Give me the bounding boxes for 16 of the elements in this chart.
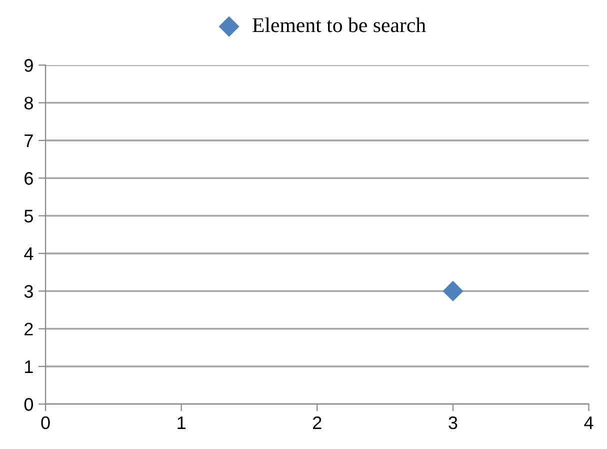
y-tick-label: 3 bbox=[24, 285, 33, 298]
x-tick-label: 2 bbox=[313, 416, 322, 429]
y-tick-label: 9 bbox=[24, 59, 33, 72]
y-tick-label: 7 bbox=[24, 134, 33, 147]
y-tick-label: 4 bbox=[24, 248, 34, 260]
x-tick-label: 0 bbox=[41, 416, 50, 430]
legend-label: Element to be search bbox=[252, 18, 426, 32]
y-tick-label: 8 bbox=[24, 96, 33, 110]
x-tick-label: 3 bbox=[448, 416, 458, 430]
y-tick-label: 0 bbox=[24, 398, 34, 411]
x-tick-label: 4 bbox=[584, 416, 594, 429]
y-tick-label: 2 bbox=[24, 322, 33, 336]
y-tick-label: 1 bbox=[25, 360, 33, 373]
y-tick-label: 5 bbox=[24, 210, 33, 222]
y-tick-label: 6 bbox=[24, 172, 33, 185]
x-tick-label: 1 bbox=[178, 416, 186, 429]
